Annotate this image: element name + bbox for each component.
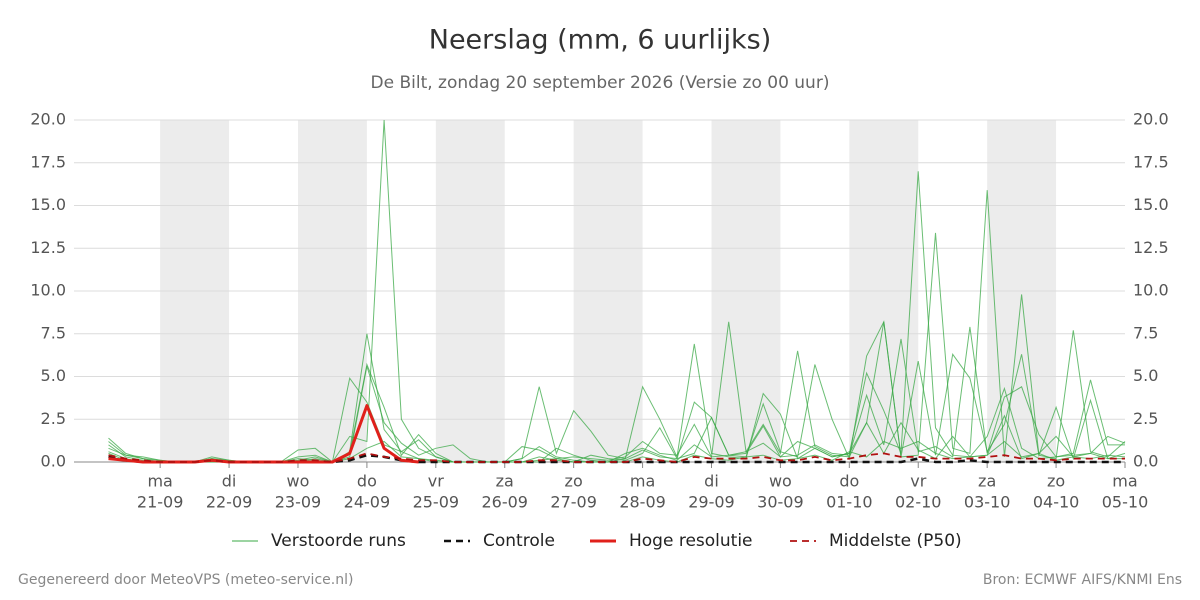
legend-label: Controle	[483, 531, 555, 551]
x-tick-date: 28-09	[619, 493, 666, 512]
y-tick-label: 10.0	[30, 281, 66, 300]
y2-tick-label: 15.0	[1133, 195, 1169, 214]
x-tick-label: di	[704, 472, 719, 491]
x-tick-date: 29-09	[688, 493, 735, 512]
x-tick-label: za	[496, 472, 514, 491]
x-tick-label: vr	[428, 472, 444, 491]
x-tick-label: ma	[1112, 472, 1137, 491]
x-tick-label: wo	[769, 472, 792, 491]
y-tick-label: 12.5	[30, 238, 66, 257]
x-tick-date: 24-09	[344, 493, 391, 512]
x-tick-label: do	[357, 472, 377, 491]
x-tick-date: 22-09	[206, 493, 253, 512]
chart-title: Neerslag (mm, 6 uurlijks)	[429, 25, 771, 56]
x-tick-label: vr	[910, 472, 926, 491]
y-tick-label: 17.5	[30, 152, 66, 171]
x-tick-label: za	[978, 472, 996, 491]
x-tick-label: zo	[1047, 472, 1065, 491]
y-tick-label: 7.5	[41, 323, 66, 342]
x-tick-date: 02-10	[895, 493, 942, 512]
y2-tick-label: 10.0	[1133, 281, 1169, 300]
footer-left: Gegenereerd door MeteoVPS (meteo-service…	[18, 572, 353, 588]
series-line	[108, 452, 1125, 463]
y-tick-label: 20.0	[30, 110, 66, 129]
y-tick-label: 0.0	[41, 452, 66, 471]
y2-tick-label: 2.5	[1133, 409, 1158, 428]
y2-tick-label: 7.5	[1133, 323, 1158, 342]
legend-label: Verstoorde runs	[271, 531, 406, 551]
x-tick-date: 30-09	[757, 493, 804, 512]
x-tick-date: 21-09	[137, 493, 184, 512]
x-tick-date: 27-09	[550, 493, 597, 512]
x-tick-label: ma	[630, 472, 655, 491]
y-tick-label: 5.0	[41, 366, 66, 385]
legend-label: Hoge resolutie	[629, 531, 753, 551]
x-tick-label: di	[222, 472, 237, 491]
legend-label: Middelste (P50)	[829, 531, 962, 551]
x-tick-date: 25-09	[413, 493, 460, 512]
y2-tick-label: 0.0	[1133, 452, 1158, 471]
y-tick-label: 15.0	[30, 195, 66, 214]
x-tick-date: 26-09	[481, 493, 528, 512]
x-tick-date: 04-10	[1033, 493, 1080, 512]
x-tick-label: ma	[147, 472, 172, 491]
chart-subtitle: De Bilt, zondag 20 september 2026 (Versi…	[371, 73, 830, 93]
x-tick-date: 01-10	[826, 493, 873, 512]
y-tick-label: 2.5	[41, 409, 66, 428]
x-tick-label: do	[839, 472, 859, 491]
y2-tick-label: 20.0	[1133, 110, 1169, 129]
x-tick-date: 05-10	[1102, 493, 1149, 512]
x-tick-label: wo	[287, 472, 310, 491]
x-tick-date: 23-09	[275, 493, 322, 512]
footer-right: Bron: ECMWF AIFS/KNMI Ens	[983, 572, 1182, 588]
y2-tick-label: 17.5	[1133, 152, 1169, 171]
x-tick-date: 03-10	[964, 493, 1011, 512]
x-tick-label: zo	[565, 472, 583, 491]
y2-tick-label: 5.0	[1133, 366, 1158, 385]
y2-tick-label: 12.5	[1133, 238, 1169, 257]
